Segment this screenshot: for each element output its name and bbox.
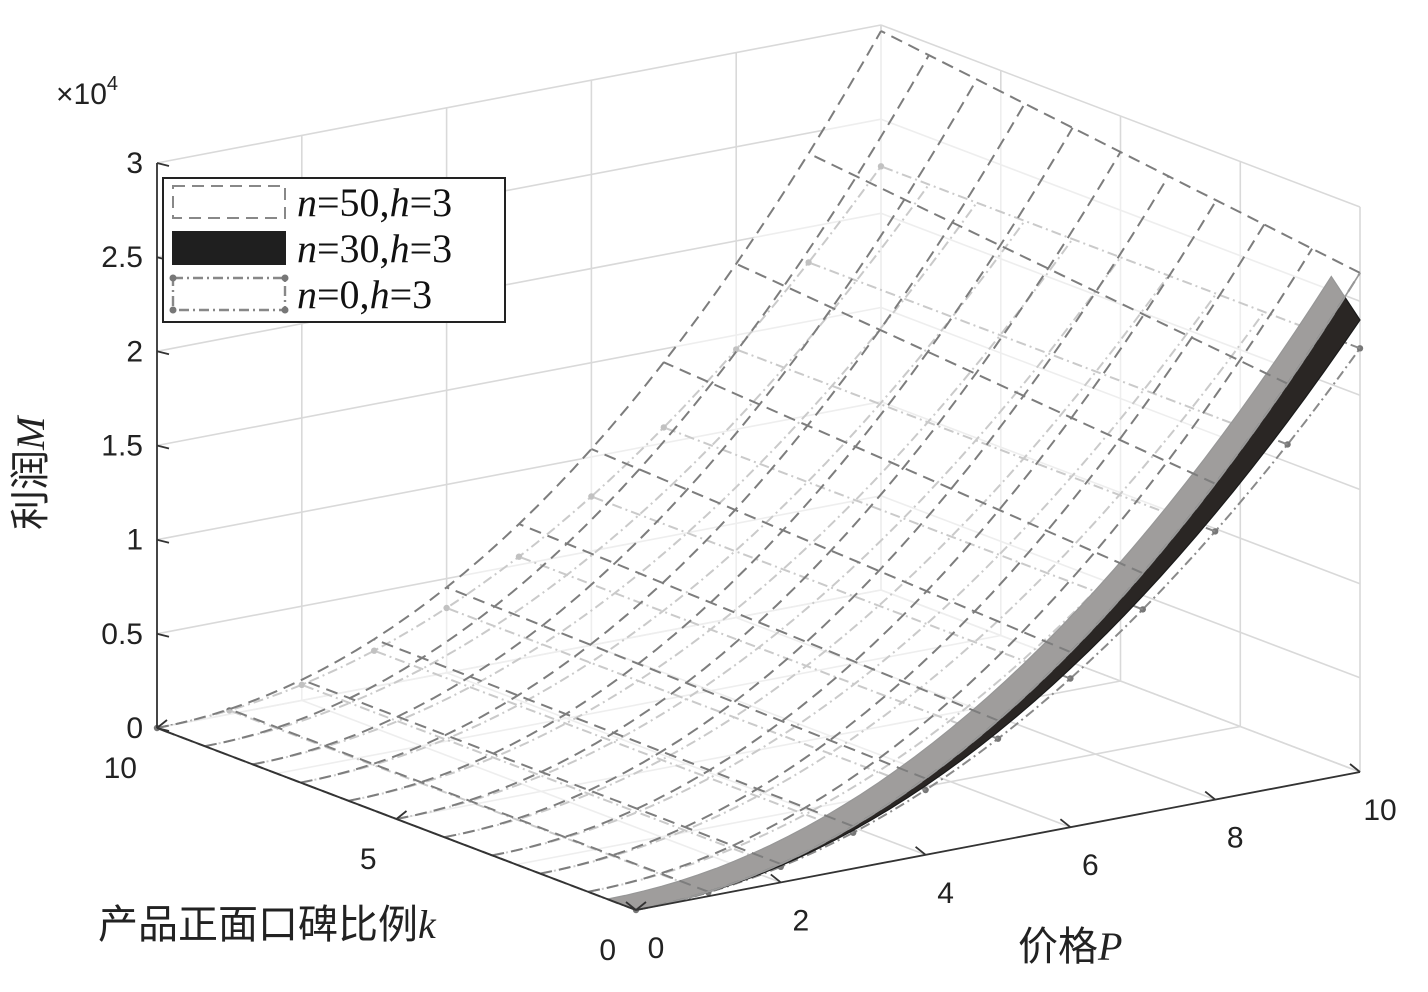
mesh-line [663, 361, 1144, 575]
mesh-line [444, 175, 1170, 839]
z-tick-mark [156, 538, 170, 544]
mesh-line [539, 223, 1266, 875]
legend-marker [281, 306, 289, 314]
x-tick-mark [770, 873, 782, 884]
legend-label: n=0,h=3 [297, 272, 432, 317]
labels-layer: ×104 利润M 产品正面口碑比例k 价格P 0 0.5 1 1.5 2 2.5 3 0 2 4 6… [8, 73, 1397, 970]
z-tick-label: 2.5 [101, 241, 143, 274]
z-exponent-label: ×104 [56, 73, 118, 111]
mesh-line [446, 586, 926, 780]
z-tick-mark [156, 727, 170, 732]
mesh-line [373, 638, 854, 828]
x-tick-label: 8 [1227, 822, 1244, 855]
z-tick-mark [156, 632, 170, 638]
legend-label: n=50,h=3 [297, 180, 452, 225]
mesh-line [735, 262, 1216, 485]
mesh-line [252, 78, 978, 766]
x-tick-mark [1059, 818, 1071, 828]
legend-swatch [172, 231, 286, 265]
y-tick-label: 10 [104, 752, 137, 785]
axes-layer [156, 162, 1361, 911]
x-axis-title: 价格P [1018, 924, 1122, 970]
y-tick-mark [635, 901, 647, 911]
surface-n50 [156, 30, 1361, 911]
legend-marker [169, 274, 177, 282]
z-tick-label: 1.5 [101, 430, 143, 463]
legend: n=50,h=3n=30,h=3n=0,h=3 [162, 177, 506, 323]
legend-swatch [172, 185, 286, 219]
x-axis-line [635, 771, 1361, 911]
z-tick-mark [156, 350, 170, 356]
mesh-line [492, 199, 1218, 857]
y-tick-label: 5 [360, 843, 377, 876]
z-tick-label: 0.5 [101, 618, 143, 651]
y-axis-title: 产品正面口碑比例k [98, 902, 437, 948]
x-tick-label: 6 [1082, 849, 1099, 882]
x-tick-mark [915, 846, 927, 856]
x-tick-mark [1349, 763, 1361, 773]
mesh-line [396, 151, 1122, 820]
surface-edge [635, 272, 1361, 911]
mesh-line [518, 523, 999, 722]
z-tick-label: 3 [126, 147, 143, 180]
y-tick-mark [395, 810, 408, 820]
z-tick-label: 1 [126, 524, 143, 557]
mesh-line [808, 152, 1289, 385]
mesh-line [880, 30, 1361, 274]
y-tick-mark [156, 719, 168, 729]
z-axis-title: 利润M [8, 414, 54, 530]
legend-marker [281, 274, 289, 282]
mesh-line [301, 678, 782, 865]
legend-marker [169, 306, 177, 314]
x-tick-label: 4 [937, 877, 954, 910]
y-tick-label: 0 [599, 934, 616, 967]
z-tick-label: 0 [126, 712, 143, 745]
legend-swatch [171, 276, 287, 312]
x-tick-label: 2 [792, 904, 809, 937]
z-tick-mark [156, 162, 170, 167]
x-tick-mark [625, 901, 637, 911]
surface-fill [157, 31, 1360, 910]
mesh-line [229, 708, 709, 893]
x-tick-label: 0 [648, 932, 665, 965]
z-tick-label: 2 [126, 335, 143, 368]
mesh-line [591, 448, 1071, 654]
grid-line [156, 24, 882, 164]
x-tick-mark [1204, 790, 1216, 801]
z-tick-mark [156, 444, 170, 450]
surface-layer [153, 30, 1364, 914]
legend-label: n=30,h=3 [297, 226, 452, 271]
x-tick-label: 10 [1363, 794, 1396, 827]
